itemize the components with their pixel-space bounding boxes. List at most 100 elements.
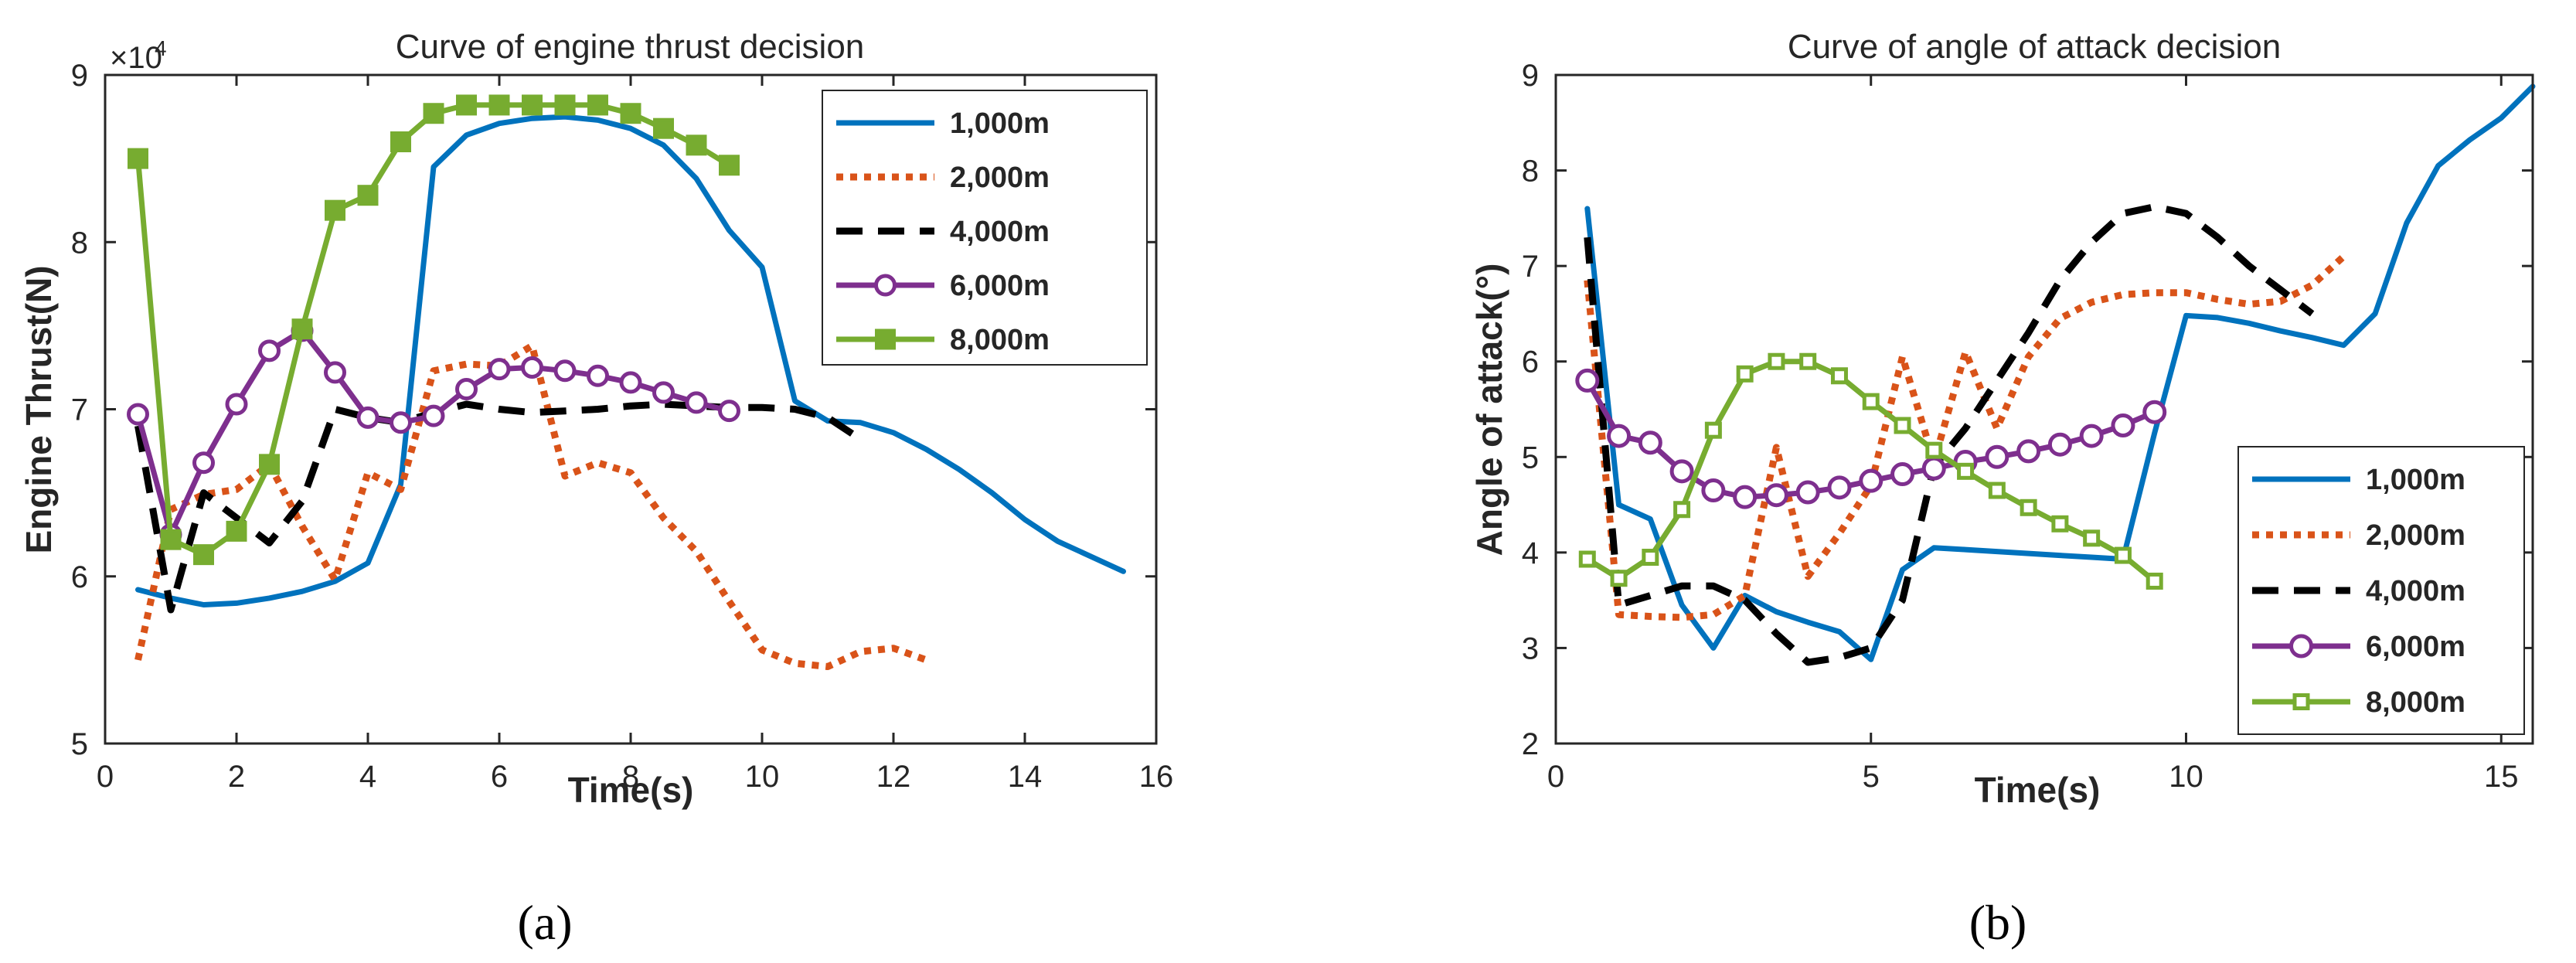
data-point-circle — [587, 364, 609, 387]
data-point-circle — [652, 381, 675, 404]
data-point-square — [2020, 499, 2037, 516]
legend-marker — [875, 328, 896, 350]
data-point-square — [1988, 482, 2006, 499]
legend-label: 2,000m — [950, 162, 1050, 194]
data-point-circle — [192, 451, 215, 475]
series-a-1000m — [135, 114, 1126, 607]
y-tick-label-a: 7 — [71, 393, 88, 427]
data-point-square — [259, 454, 280, 475]
series-line-b — [1584, 83, 2536, 662]
series-b-4000m — [1584, 203, 2315, 666]
data-point-circle — [2111, 413, 2135, 438]
data-point-circle — [2016, 439, 2041, 464]
data-point-circle — [127, 403, 149, 426]
series-a-6000m — [127, 319, 740, 546]
data-point-circle — [1795, 480, 1820, 505]
data-point-square — [1578, 550, 1596, 568]
data-point-circle — [521, 356, 543, 379]
y-axis-label-b: Angle of attack(°) — [1469, 264, 1509, 556]
series-a-4000m — [134, 400, 863, 614]
series-line-a — [135, 328, 732, 538]
series-b-1000m — [1584, 83, 2536, 662]
x-tick-label-a: 4 — [359, 760, 376, 794]
legend-item-a: 2,000m — [836, 162, 1050, 194]
legend-item-a: 4,000m — [836, 216, 1050, 248]
x-tick-label-a: 8 — [622, 760, 639, 794]
legend-a: 1,000m 2,000m 4,000m 6,000m 8,000m — [822, 90, 1148, 366]
data-point-square — [719, 155, 740, 176]
data-point-square — [522, 94, 543, 116]
legend-item-a: 1,000m — [836, 107, 1050, 140]
data-point-square — [2051, 515, 2069, 533]
data-point-square — [226, 520, 247, 542]
data-point-circle — [1764, 483, 1788, 508]
data-point-circle — [1733, 485, 1758, 509]
x-tick-label-a: 2 — [228, 760, 245, 794]
chart-title-b: Curve of angle of attack decision — [1788, 28, 2281, 66]
legend-item-b: 6,000m — [2252, 631, 2465, 663]
data-point-square — [1704, 421, 1722, 439]
legend-label: 1,000m — [950, 107, 1050, 140]
data-point-square — [456, 94, 477, 116]
data-point-circle — [619, 371, 642, 394]
data-point-circle — [1921, 456, 1946, 481]
legend-label: 6,000m — [950, 270, 1050, 302]
data-point-circle — [1638, 430, 1662, 455]
data-point-circle — [225, 393, 248, 416]
legend-item-b: 8,000m — [2252, 686, 2465, 719]
data-point-circle — [685, 391, 708, 414]
data-point-circle — [1985, 444, 2009, 469]
x-tick-label-b: 5 — [1863, 760, 1880, 794]
series-a-2000m — [134, 342, 928, 670]
data-point-square — [390, 131, 411, 152]
data-point-circle — [1827, 475, 1852, 500]
y-tick-label-b: 9 — [1522, 59, 1539, 93]
data-point-circle — [553, 359, 577, 383]
y-axis-label-a: Engine Thrust(N) — [19, 265, 59, 553]
data-point-square — [2083, 529, 2101, 547]
data-point-square — [1925, 441, 1943, 459]
legend-label: 8,000m — [2366, 686, 2465, 719]
data-point-square — [1957, 462, 1975, 480]
plot-frame-b — [1554, 73, 2534, 745]
y-exponent-base-a: ×10 — [110, 41, 162, 75]
y-tick-label-a: 8 — [71, 226, 88, 260]
data-point-circle — [356, 406, 379, 429]
legend-item-a: 8,000m — [836, 324, 1050, 356]
x-tick-label-a: 16 — [1139, 760, 1174, 794]
y-tick-label-b: 3 — [1522, 631, 1539, 665]
series-b-8000m — [1578, 352, 2163, 590]
data-point-square — [587, 94, 608, 116]
panel-b-angle-chart: Curve of angle of attack decision 0 5 10 15… — [1469, 28, 2536, 950]
y-tick-label-b: 4 — [1522, 536, 1539, 570]
data-point-square — [160, 529, 182, 550]
series-lines-b — [1575, 83, 2536, 666]
series-line-a — [135, 114, 1126, 607]
legend-marker — [2289, 634, 2313, 658]
x-tick-label-a: 14 — [1008, 760, 1043, 794]
y-exponent-power-a: 4 — [155, 36, 167, 60]
legend-label: 2,000m — [2366, 519, 2465, 552]
data-point-circle — [488, 358, 511, 381]
legend-item-b: 2,000m — [2252, 519, 2465, 552]
data-point-square — [357, 185, 379, 206]
data-point-square — [193, 544, 214, 566]
data-point-square — [1673, 501, 1691, 519]
data-point-square — [1799, 352, 1817, 370]
series-line-a — [134, 400, 863, 614]
data-point-circle — [1890, 462, 1915, 487]
data-point-circle — [1669, 459, 1694, 484]
data-point-circle — [2142, 400, 2167, 424]
x-tick-label-b: 15 — [2484, 760, 2519, 794]
data-point-square — [488, 94, 510, 116]
data-point-square — [1862, 393, 1880, 410]
y-tick-label-b: 7 — [1522, 250, 1539, 284]
x-tick-label-a: 6 — [491, 760, 508, 794]
ticks-a: 0 2 4 6 8 10 12 14 16 5 6 7 8 9 — [71, 59, 1174, 794]
x-tick-label-a: 12 — [876, 760, 911, 794]
y-tick-label-b: 2 — [1522, 727, 1539, 761]
panel-label-b: (b) — [1969, 895, 2027, 950]
data-point-square — [128, 148, 148, 169]
y-exponent-label-a: ×10 4 — [110, 36, 167, 75]
